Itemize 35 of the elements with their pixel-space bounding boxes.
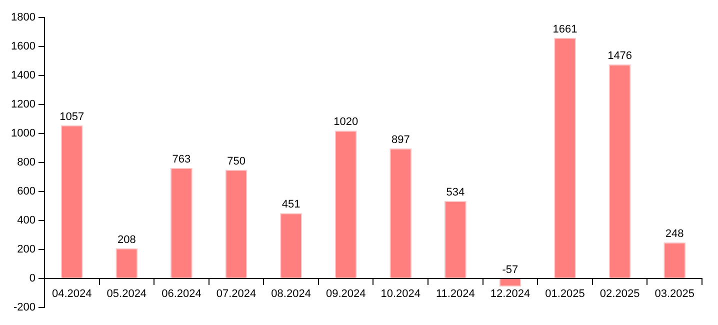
y-tick-label: 1400 <box>10 70 36 82</box>
data-label: 208 <box>117 234 136 246</box>
y-tick-label: 600 <box>17 186 36 198</box>
x-tick-label: 12.2024 <box>490 288 530 300</box>
x-tick-label: 04.2024 <box>52 288 92 300</box>
data-label: 1476 <box>608 50 632 62</box>
data-label: 1057 <box>60 110 84 123</box>
data-label: 248 <box>665 228 684 240</box>
y-tick-label: 400 <box>17 214 36 226</box>
y-tick-label: 800 <box>17 156 36 169</box>
data-label: 897 <box>391 134 410 146</box>
y-tick-label: 1000 <box>10 128 36 140</box>
x-tick-label: 02.2025 <box>600 288 640 300</box>
data-label: 1020 <box>334 116 358 128</box>
x-tick-label: 06.2024 <box>162 288 202 300</box>
x-tick-label: 05.2024 <box>106 288 147 300</box>
y-tick-label: 1800 <box>10 12 36 24</box>
y-tick-label: 0 <box>29 272 36 284</box>
data-label: 763 <box>172 153 191 166</box>
x-tick-label: 01.2025 <box>545 288 585 300</box>
data-label: 1661 <box>552 23 578 36</box>
x-tick-label: 03.2025 <box>654 288 694 300</box>
x-tick-label: 10.2024 <box>380 288 421 300</box>
data-label: -57 <box>502 264 518 276</box>
y-tick-label: 1600 <box>10 40 36 53</box>
y-tick-label: 1200 <box>10 98 36 111</box>
x-tick-label: 09.2024 <box>326 288 366 300</box>
data-label: 534 <box>446 186 465 199</box>
x-tick-label: 07.2024 <box>216 288 256 300</box>
data-label: 451 <box>282 198 300 211</box>
x-tick-label: 11.2024 <box>436 288 475 300</box>
y-tick-label: -200 <box>13 301 36 314</box>
y-tick-label: 200 <box>17 243 36 256</box>
x-tick-label: 08.2024 <box>271 288 311 300</box>
data-label: 750 <box>227 155 246 168</box>
